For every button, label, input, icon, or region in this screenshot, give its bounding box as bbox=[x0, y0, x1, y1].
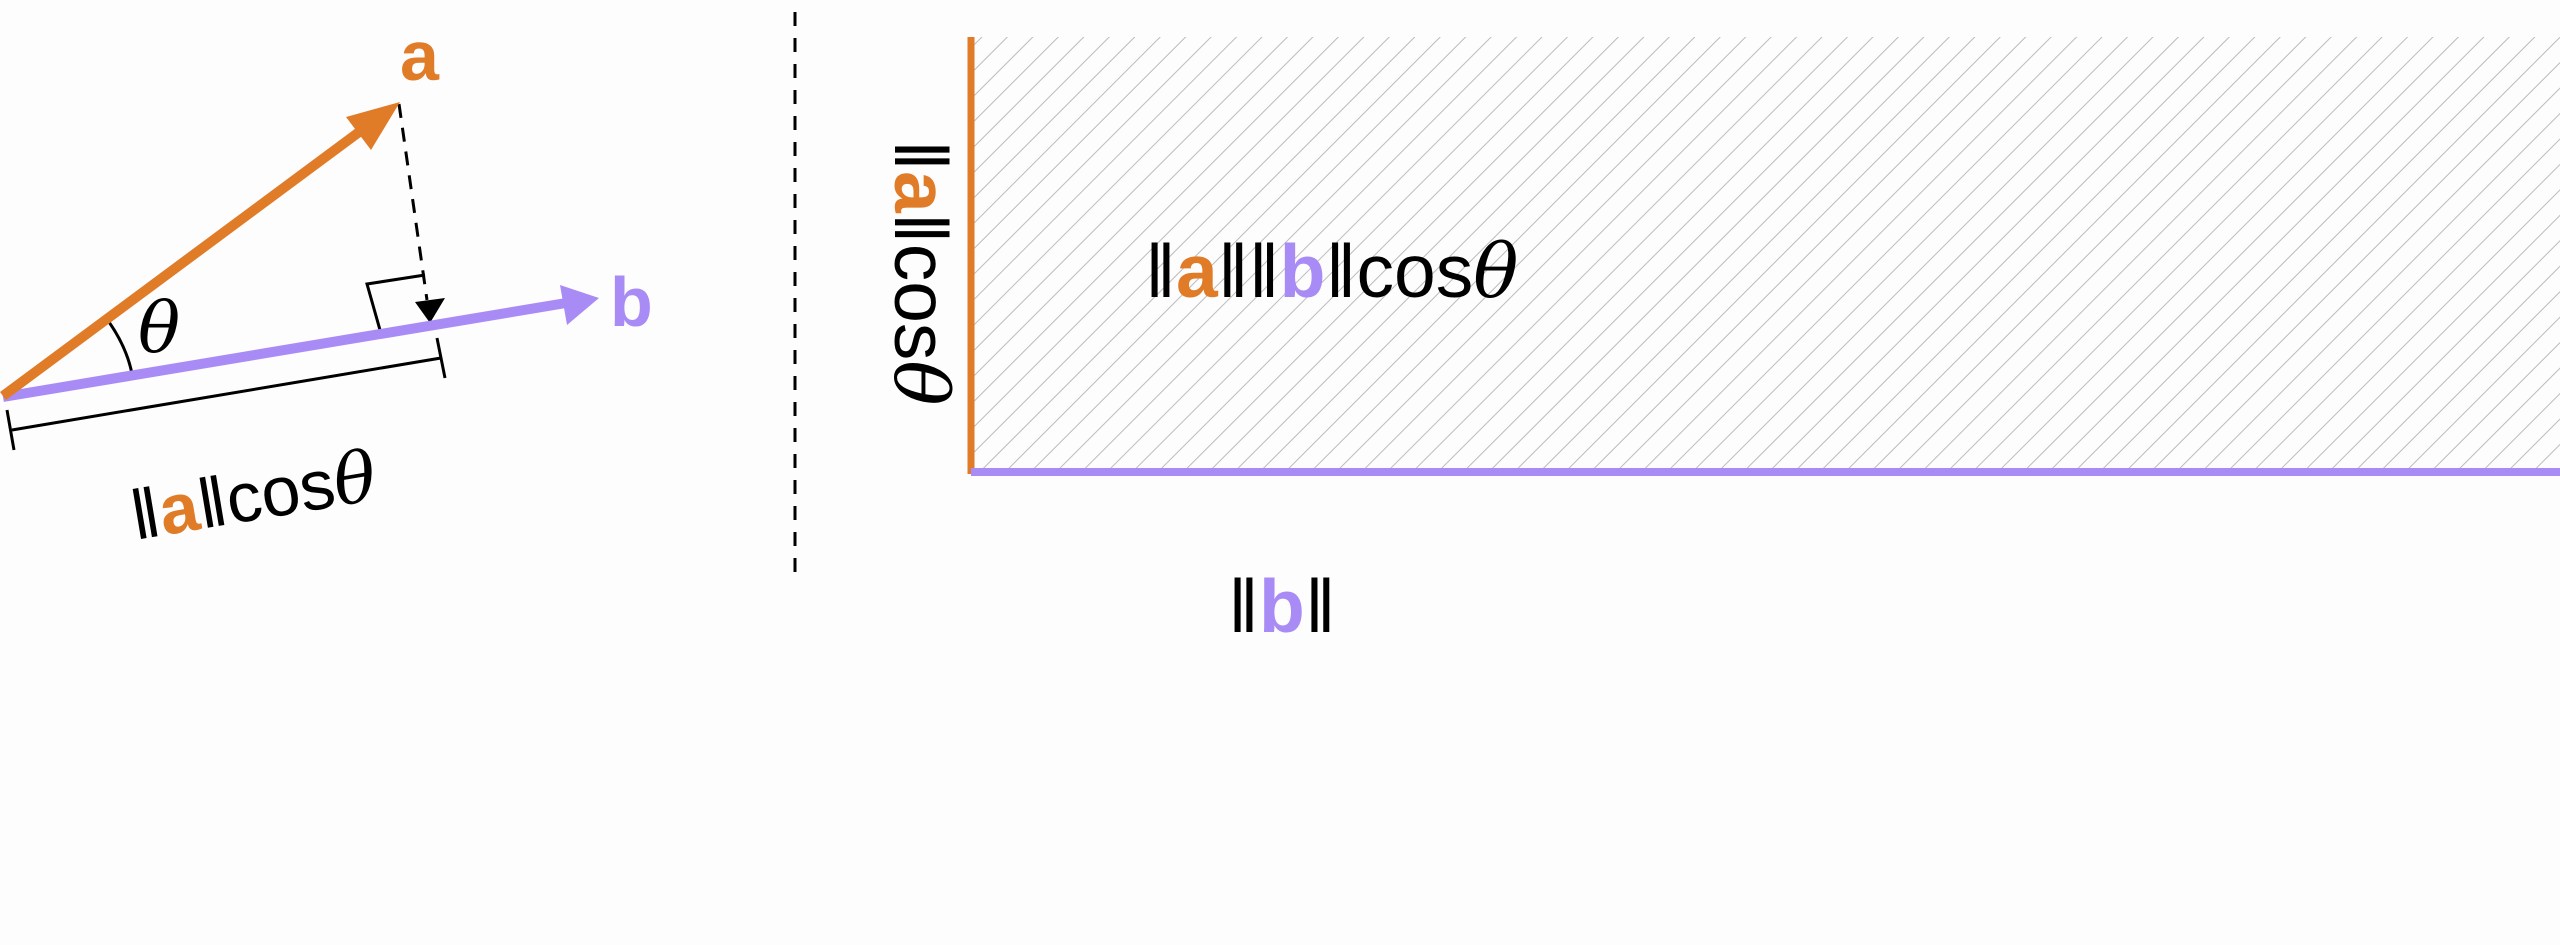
vector-b bbox=[2, 297, 573, 402]
width-label: ‖b‖ bbox=[1228, 564, 1336, 648]
vector-a bbox=[0, 113, 381, 401]
projection-label: ‖a‖cosθ bbox=[124, 435, 382, 557]
label-a: a bbox=[400, 17, 440, 95]
vector-diagram: a b θ ‖a‖cosθ bbox=[0, 17, 653, 557]
angle-arc bbox=[107, 321, 134, 375]
projection-dashed-line bbox=[397, 103, 429, 301]
area-diagram: ‖a‖‖b‖cosθ ‖a‖cosθ ‖b‖ bbox=[877, 37, 2560, 648]
area-label: ‖a‖‖b‖cosθ bbox=[1145, 227, 1518, 315]
hatched-area bbox=[974, 37, 2560, 469]
projection-dimension-line bbox=[5, 337, 447, 451]
height-label: ‖a‖cosθ bbox=[877, 140, 965, 406]
label-b: b bbox=[610, 263, 653, 341]
vector-a-arrowhead bbox=[346, 102, 400, 150]
projection-arrowhead bbox=[415, 298, 445, 323]
angle-label: θ bbox=[138, 287, 180, 369]
right-angle-marker bbox=[365, 273, 426, 331]
vector-b-arrowhead bbox=[560, 285, 599, 325]
